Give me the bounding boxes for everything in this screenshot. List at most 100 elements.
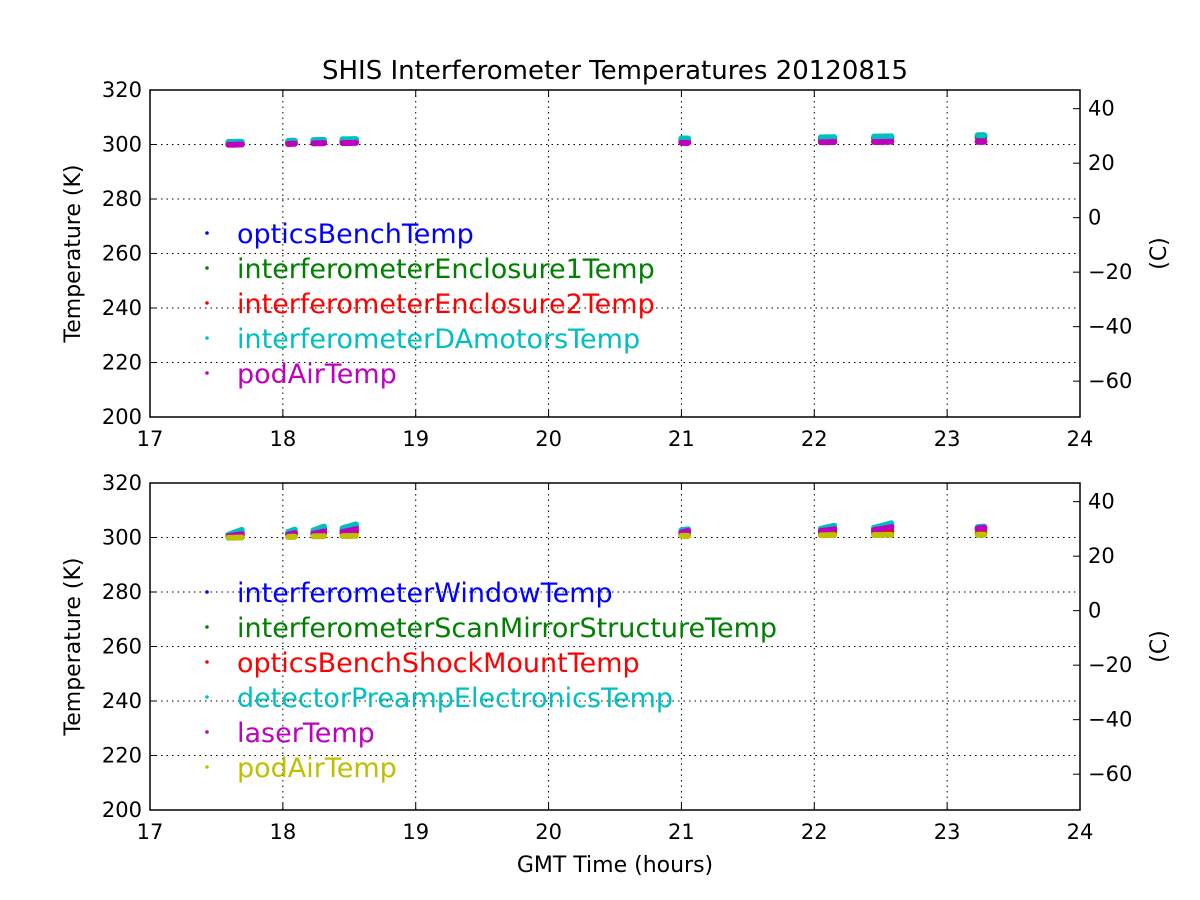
data-point: [888, 138, 895, 145]
y-right-tick-label: 40: [1088, 490, 1115, 514]
data-point: [321, 533, 327, 540]
chart-panel-1: 17 18 19 20 21 22 23 24200220240260280300320−60…: [61, 78, 1172, 451]
y-right-tick-label: 0: [1088, 599, 1101, 623]
y-tick-label: 280: [102, 187, 142, 211]
legend-marker: [205, 231, 209, 235]
y-right-tick-label: −40: [1088, 708, 1132, 732]
data-point: [831, 139, 838, 145]
y-tick-label: 200: [102, 798, 142, 822]
data-point: [831, 134, 838, 141]
legend-marker: [205, 625, 209, 629]
legend-marker: [205, 301, 209, 305]
data-point: [685, 139, 692, 146]
y-tick-label: 260: [102, 635, 142, 659]
y-tick-label: 260: [102, 242, 142, 266]
data-point: [291, 140, 298, 147]
series-podAirTemp: [225, 138, 988, 148]
legend-entry: podAirTemp: [237, 753, 397, 784]
x-tick-label: 18: [269, 427, 296, 451]
x-tick-label: 23: [934, 820, 961, 844]
legend-marker: [205, 660, 209, 664]
y-axis-label: Temperature (K): [61, 558, 86, 737]
y-tick-label: 280: [102, 580, 142, 604]
data-point: [888, 524, 895, 531]
y-right-tick-label: 20: [1088, 151, 1115, 175]
legend-marker: [205, 765, 209, 769]
y-right-axis-label: (C): [1147, 237, 1172, 270]
y-right-tick-label: 0: [1088, 206, 1101, 230]
legend-marker: [205, 730, 209, 734]
legend-entry: opticsBenchShockMountTemp: [237, 648, 640, 679]
x-tick-label: 18: [269, 820, 296, 844]
y-tick-label: 240: [102, 689, 142, 713]
legend-entry: opticsBenchTemp: [237, 219, 474, 250]
data-point: [321, 528, 327, 535]
x-tick-label: 21: [668, 820, 695, 844]
data-point: [831, 532, 838, 538]
data-point: [888, 133, 895, 140]
y-tick-label: 200: [102, 405, 142, 429]
y-right-tick-label: 40: [1088, 97, 1115, 121]
x-tick-label: 22: [801, 820, 828, 844]
y-right-tick-label: 20: [1088, 544, 1115, 568]
data-point: [831, 526, 838, 533]
legend-marker: [205, 371, 209, 375]
data-point: [685, 528, 692, 534]
x-tick-label: 20: [535, 820, 562, 844]
x-tick-label: 20: [535, 427, 562, 451]
x-tick-label: 17: [137, 820, 164, 844]
y-tick-label: 320: [102, 471, 142, 495]
data-point: [981, 525, 988, 531]
data-point: [352, 532, 359, 539]
legend-marker: [205, 336, 209, 340]
x-tick-label: 24: [1067, 820, 1094, 844]
legend: interferometerWindowTemp interferometerSc…: [205, 578, 777, 784]
legend-entry: interferometerWindowTemp: [237, 578, 613, 609]
y-tick-label: 220: [102, 744, 142, 768]
x-tick-label: 24: [1067, 427, 1094, 451]
x-tick-label: 23: [934, 427, 961, 451]
legend-entry: interferometerDAmotorsTemp: [237, 324, 640, 355]
y-tick-label: 240: [102, 296, 142, 320]
data-point: [981, 132, 988, 139]
x-tick-label: 17: [137, 427, 164, 451]
x-axis-label: GMT Time (hours): [517, 853, 713, 878]
data-point: [321, 140, 327, 147]
data-point: [352, 139, 359, 146]
y-right-tick-label: −60: [1088, 369, 1132, 393]
x-tick-label: 21: [668, 427, 695, 451]
y-tick-label: 320: [102, 78, 142, 102]
data-point: [238, 534, 245, 541]
data-point: [981, 531, 988, 538]
legend-entry: detectorPreampElectronicsTemp: [237, 683, 673, 714]
x-tick-label: 19: [402, 427, 429, 451]
y-right-tick-label: −20: [1088, 653, 1132, 677]
legend-marker: [205, 695, 209, 699]
series-podAirTemp: [225, 531, 988, 541]
legend: opticsBenchTemp interferometerEnclosure1T…: [205, 219, 655, 390]
legend-marker: [205, 266, 209, 270]
legend-entry: interferometerEnclosure2Temp: [237, 289, 655, 320]
data-point: [685, 532, 692, 539]
x-tick-label: 19: [402, 820, 429, 844]
data-point: [352, 526, 359, 533]
legend-entry: laserTemp: [237, 718, 375, 749]
data-point: [291, 533, 298, 540]
data-point: [888, 531, 895, 538]
data-point: [981, 138, 988, 145]
data-point: [238, 141, 245, 148]
plots: 17 18 19 20 21 22 23 24200220240260280300320−60…: [61, 78, 1172, 878]
y-axis-label: Temperature (K): [61, 165, 86, 344]
x-tick-label: 22: [801, 427, 828, 451]
y-right-tick-label: −60: [1088, 762, 1132, 786]
data-point: [352, 521, 359, 528]
legend-entry: interferometerEnclosure1Temp: [237, 254, 655, 285]
legend-entry: interferometerScanMirrorStructureTemp: [237, 613, 777, 644]
y-tick-label: 220: [102, 351, 142, 375]
chart-panel-2: 17 18 19 20 21 22 23 24200220240260280300320−60…: [61, 471, 1172, 878]
y-tick-label: 300: [102, 133, 142, 157]
y-right-tick-label: −40: [1088, 315, 1132, 339]
data-point: [321, 523, 327, 530]
